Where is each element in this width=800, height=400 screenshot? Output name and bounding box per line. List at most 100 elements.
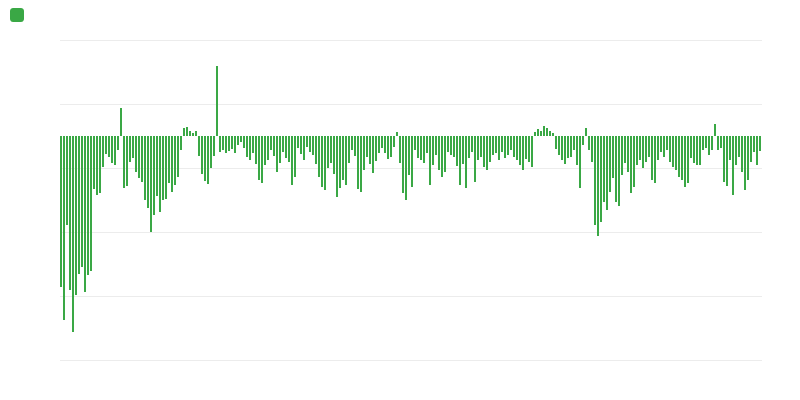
bar — [744, 136, 746, 190]
bar — [438, 136, 440, 170]
bar — [111, 136, 113, 163]
bar — [486, 136, 488, 170]
bar — [93, 136, 95, 189]
bar — [711, 136, 713, 150]
bar — [234, 136, 236, 153]
bar — [609, 136, 611, 192]
bar — [258, 136, 260, 180]
bar — [348, 136, 350, 163]
bar — [342, 136, 344, 180]
bar — [435, 136, 437, 155]
bar — [372, 136, 374, 173]
bar — [237, 136, 239, 145]
bar — [222, 136, 224, 150]
bar — [129, 136, 131, 162]
bar — [204, 136, 206, 181]
bar — [144, 136, 146, 200]
bar — [594, 136, 596, 225]
bar — [699, 136, 701, 165]
bar — [90, 136, 92, 271]
bar — [636, 136, 638, 165]
bar — [546, 128, 548, 136]
bar — [564, 136, 566, 164]
bar — [63, 136, 65, 320]
bar — [408, 136, 410, 175]
bar — [213, 136, 215, 156]
bar — [228, 136, 230, 151]
bar — [270, 136, 272, 150]
bar — [573, 136, 575, 150]
bar — [681, 136, 683, 180]
bar — [492, 136, 494, 155]
bar — [198, 136, 200, 156]
bar — [261, 136, 263, 183]
bar — [384, 136, 386, 153]
bar — [675, 136, 677, 170]
bar — [279, 136, 281, 163]
bar — [549, 131, 551, 136]
bar — [336, 136, 338, 197]
bar — [378, 136, 380, 153]
bar — [306, 136, 308, 147]
bar — [414, 136, 416, 150]
bar — [141, 136, 143, 182]
bar — [570, 136, 572, 157]
bar — [588, 136, 590, 150]
bar — [465, 136, 467, 188]
bar — [567, 136, 569, 158]
bar — [654, 136, 656, 183]
bar — [78, 136, 80, 274]
bar — [297, 136, 299, 148]
bar — [69, 136, 71, 290]
bar — [519, 136, 521, 165]
bar — [396, 132, 398, 136]
bar — [471, 136, 473, 152]
bar — [153, 136, 155, 215]
bar — [729, 136, 731, 160]
bar — [498, 136, 500, 160]
bar — [273, 136, 275, 156]
bar — [660, 136, 662, 152]
bar — [540, 131, 542, 136]
bar — [105, 136, 107, 154]
bar — [480, 136, 482, 157]
bar — [477, 136, 479, 160]
bar — [753, 136, 755, 152]
bar — [168, 136, 170, 183]
bar — [444, 136, 446, 172]
bar — [81, 136, 83, 267]
bar — [294, 136, 296, 177]
bar — [750, 136, 752, 162]
bar — [219, 136, 221, 152]
bar — [183, 128, 185, 136]
bar — [402, 136, 404, 193]
bar — [747, 136, 749, 180]
bar — [639, 136, 641, 160]
bar — [534, 132, 536, 136]
bar — [531, 136, 533, 167]
bar — [612, 136, 614, 178]
bar — [672, 136, 674, 167]
bar — [687, 136, 689, 183]
bar — [504, 136, 506, 158]
bar — [666, 136, 668, 150]
bar — [447, 136, 449, 152]
bar — [147, 136, 149, 208]
bar — [138, 136, 140, 178]
bar — [123, 136, 125, 188]
bar — [291, 136, 293, 185]
bar — [387, 136, 389, 159]
bar — [522, 136, 524, 170]
bar — [351, 136, 353, 150]
bar — [282, 136, 284, 152]
bar — [192, 133, 194, 136]
bar — [759, 136, 761, 151]
bar — [207, 136, 209, 184]
bar — [717, 136, 719, 150]
bar — [696, 136, 698, 165]
bar — [360, 136, 362, 192]
bar — [732, 136, 734, 195]
bar — [453, 136, 455, 157]
